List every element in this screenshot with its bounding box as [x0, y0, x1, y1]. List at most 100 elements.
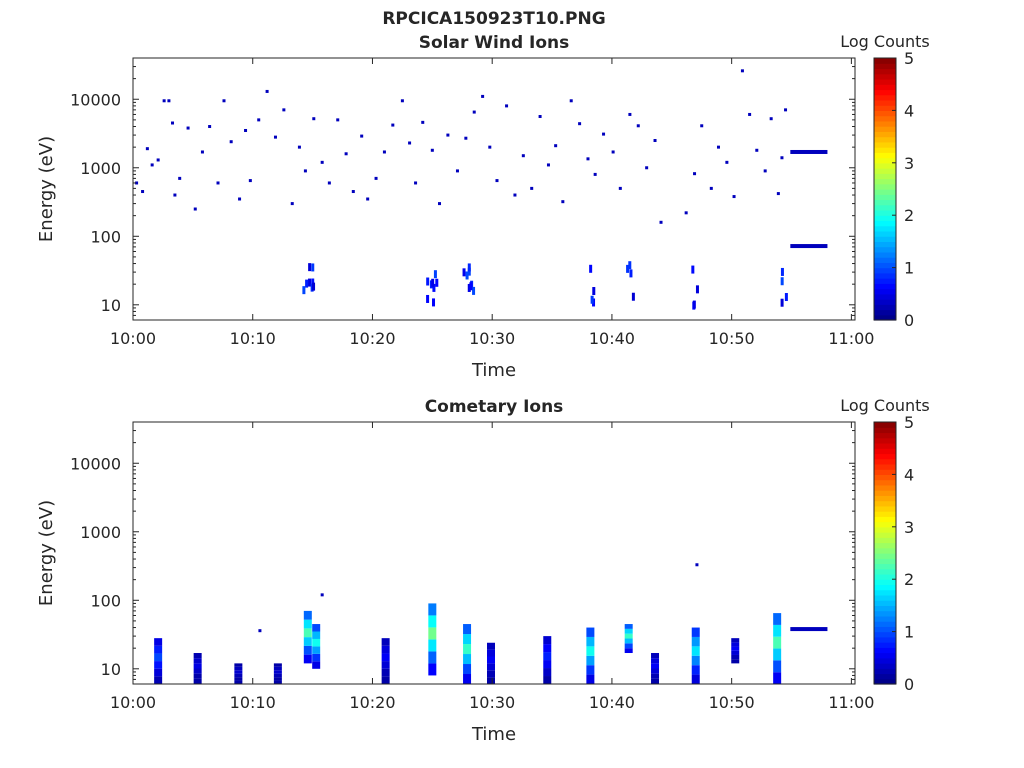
data-point	[374, 176, 378, 180]
data-burst	[543, 644, 552, 653]
data-burst	[273, 677, 282, 681]
colorbar-segment	[874, 63, 896, 70]
data-burst	[691, 636, 700, 647]
data-point	[327, 181, 331, 185]
data-column	[426, 294, 430, 303]
colorbar-segment	[874, 209, 896, 216]
colorbar-segment	[874, 573, 896, 580]
colorbar-segment	[874, 584, 896, 591]
y-tick-label: 100	[90, 591, 121, 610]
data-burst	[731, 650, 740, 655]
data-point	[366, 197, 370, 201]
data-point	[578, 122, 582, 126]
data-burst	[428, 615, 437, 628]
data-burst	[586, 636, 595, 647]
x-tick-label: 10:50	[709, 329, 755, 348]
data-point	[344, 152, 348, 156]
data-burst	[381, 653, 390, 662]
colorbar-label: Log Counts	[840, 396, 930, 415]
data-point	[628, 112, 632, 116]
colorbar-segment	[874, 168, 896, 174]
data-burst	[624, 643, 633, 649]
colorbar-segment	[874, 469, 896, 475]
data-point	[238, 197, 242, 201]
data-point	[464, 136, 468, 140]
data-point	[360, 134, 364, 138]
colorbar-segment	[874, 553, 896, 559]
y-tick-label: 10000	[70, 454, 121, 473]
data-point	[229, 140, 233, 144]
data-point	[156, 158, 160, 162]
data-burst	[381, 638, 390, 646]
data-burst	[651, 658, 660, 664]
panel-solar-wind: Solar Wind Ions 10:00 10:10 10:20 10:30 10:4…	[36, 32, 930, 381]
data-burst	[312, 661, 321, 669]
data-column	[308, 278, 312, 287]
data-burst	[731, 659, 740, 664]
data-point	[290, 202, 294, 206]
data-point	[273, 135, 277, 139]
colorbar-segment	[874, 547, 896, 554]
colorbar-segment	[874, 568, 896, 575]
colorbar-segment	[874, 84, 896, 91]
data-column	[629, 269, 633, 278]
data-burst	[624, 633, 633, 639]
x-axis-label: Time	[471, 724, 516, 745]
data-point	[244, 128, 248, 132]
colorbar-segment	[874, 621, 896, 627]
data-point	[150, 163, 154, 167]
data-burst	[154, 668, 163, 677]
colorbar-segment	[874, 299, 896, 305]
colorbar-segment	[874, 579, 896, 586]
data-burst	[193, 668, 202, 674]
data-column	[311, 278, 315, 287]
data-burst	[486, 656, 495, 664]
data-burst	[193, 658, 202, 664]
colorbar-segment	[874, 89, 896, 96]
data-column	[780, 277, 784, 286]
data-point	[312, 117, 316, 121]
data-point	[351, 190, 355, 194]
data-burst	[773, 624, 782, 637]
colorbar-segment	[874, 199, 896, 206]
data-point	[521, 154, 525, 158]
colorbar-segment	[874, 189, 896, 195]
data-burst	[624, 628, 633, 634]
data-burst	[428, 603, 437, 616]
data-point	[769, 117, 773, 121]
data-point	[186, 126, 190, 130]
colorbar-segment	[874, 267, 896, 274]
data-point	[602, 132, 606, 136]
colorbar-segment	[874, 600, 896, 606]
x-tick-label: 10:00	[110, 693, 156, 712]
data-burst	[303, 654, 312, 664]
data-burst	[486, 677, 495, 684]
axes: 10:00 10:10 10:20 10:30 10:40 10:50 11:00 10 100…	[70, 57, 874, 348]
data-column	[426, 277, 430, 286]
colorbar-segment	[874, 479, 896, 486]
panel-cometary: Cometary Ions 10:00 10:10 10:20 10:30 10:40 1…	[36, 396, 930, 745]
data-point	[488, 145, 492, 149]
data-point	[780, 156, 784, 160]
colorbar-tick-label: 2	[904, 570, 914, 589]
data-burst	[691, 627, 700, 637]
colorbar-segment	[874, 309, 896, 316]
chart-title: Cometary Ions	[425, 397, 564, 417]
data-point	[645, 166, 649, 170]
data-point	[430, 148, 434, 152]
colorbar-segment	[874, 204, 896, 211]
data-point	[725, 160, 729, 164]
data-burst	[428, 639, 437, 652]
data-burst	[463, 624, 472, 635]
colorbar-segment	[874, 563, 896, 570]
data-burst	[691, 655, 700, 666]
data-point	[481, 94, 485, 98]
data-burst	[651, 668, 660, 674]
colorbar-segment	[874, 495, 896, 502]
colorbar-tick-label: 3	[904, 518, 914, 537]
colorbar-segment	[874, 657, 896, 664]
colorbar-segment	[874, 647, 896, 654]
data-burst	[154, 676, 163, 684]
data-burst	[691, 646, 700, 656]
colorbar-segment	[874, 272, 896, 279]
